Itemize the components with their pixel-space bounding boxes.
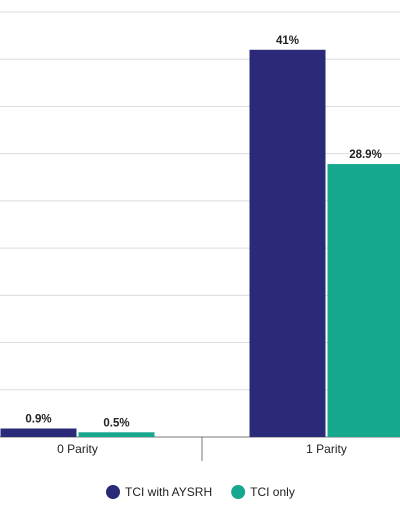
value-label: 0.9% xyxy=(25,414,51,426)
bar xyxy=(0,428,77,437)
bar xyxy=(78,432,155,437)
value-label: 41% xyxy=(276,35,299,47)
bar xyxy=(327,164,400,438)
legend-label: TCI with AYSRH xyxy=(125,485,212,499)
bar xyxy=(249,49,326,438)
value-label: 0.5% xyxy=(103,417,129,429)
x-tick-label: 1 Parity xyxy=(306,442,347,456)
legend-label: TCI only xyxy=(250,485,295,499)
value-label: 28.9% xyxy=(349,149,382,161)
legend-marker xyxy=(106,485,120,499)
legend-marker xyxy=(231,485,246,499)
x-tick-label: 0 Parity xyxy=(57,442,98,456)
